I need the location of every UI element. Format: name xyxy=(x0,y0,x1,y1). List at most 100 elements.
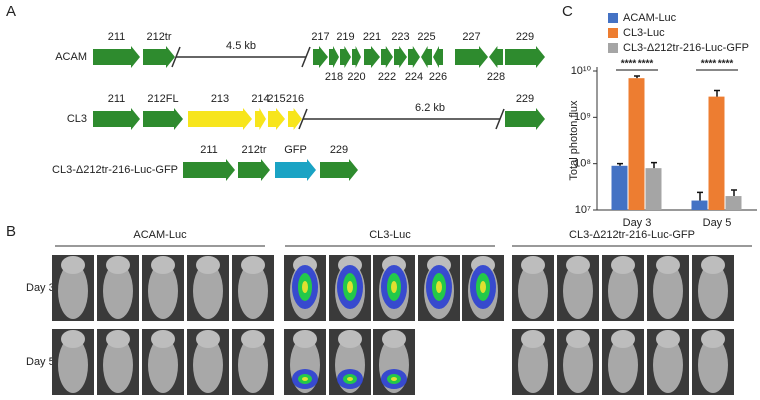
distance-label: 6.2 kb xyxy=(415,102,445,114)
mouse-body xyxy=(563,263,593,319)
mouse-head xyxy=(241,256,265,274)
gene-label: 219 xyxy=(336,31,354,43)
gene-label: 212tr xyxy=(146,31,171,43)
error-bar xyxy=(714,89,720,97)
gene-arrow xyxy=(93,108,140,130)
mouse-head xyxy=(611,330,635,348)
mouse-head xyxy=(611,256,635,274)
break-mark xyxy=(495,108,505,130)
gene-arrow xyxy=(183,159,235,181)
mouse-head xyxy=(106,256,130,274)
mouse-head xyxy=(701,256,725,274)
mouse-body xyxy=(608,337,638,393)
gene-arrow xyxy=(408,46,420,68)
error-bar xyxy=(651,161,657,169)
group-label: ACAM-Luc xyxy=(133,229,187,241)
legend-swatch xyxy=(608,13,618,23)
signal xyxy=(347,281,353,293)
mouse-body xyxy=(148,263,178,319)
row-label: CL3-Δ212tr-216-Luc-GFP xyxy=(52,164,178,176)
error-bar xyxy=(617,162,623,166)
gene-label: 220 xyxy=(347,71,365,83)
panel-label: C xyxy=(562,3,573,20)
mouse-head xyxy=(656,330,680,348)
mouse-head xyxy=(241,330,265,348)
gene-label: 211 xyxy=(200,144,218,156)
mouse-head xyxy=(151,256,175,274)
gene-arrow xyxy=(275,159,316,181)
gene-label: 229 xyxy=(516,93,534,105)
gene-label: 214 xyxy=(251,93,269,105)
gene-label: GFP xyxy=(284,144,307,156)
mouse-body xyxy=(608,263,638,319)
distance-label: 4.5 kb xyxy=(226,40,256,52)
mouse-head xyxy=(382,330,406,348)
gene-arrow xyxy=(329,46,339,68)
mouse-head xyxy=(61,330,85,348)
error-bar xyxy=(697,191,703,201)
gene-label: 224 xyxy=(405,71,423,83)
y-tick-label: 10¹⁰ xyxy=(571,65,592,77)
significance-label: **** xyxy=(701,59,717,70)
gene-label: 211 xyxy=(108,93,126,105)
error-bar xyxy=(731,189,737,197)
y-tick-label: 10⁷ xyxy=(575,204,591,216)
gene-arrow xyxy=(188,108,252,130)
signal xyxy=(480,281,486,293)
group-label: CL3-Luc xyxy=(369,229,411,241)
gene-label: 213 xyxy=(211,93,229,105)
gene-label: 222 xyxy=(378,71,396,83)
gene-label: 225 xyxy=(417,31,435,43)
gene-label: 226 xyxy=(429,71,447,83)
gene-label: 212FL xyxy=(147,93,178,105)
y-axis-label: Total photon flux xyxy=(568,100,580,181)
gene-arrow xyxy=(255,108,266,130)
gene-arrow xyxy=(381,46,393,68)
bar xyxy=(645,168,662,210)
gene-arrow xyxy=(340,46,351,68)
mouse-body xyxy=(58,337,88,393)
signal xyxy=(391,281,397,293)
gene-arrow xyxy=(288,108,302,130)
bar xyxy=(725,196,742,210)
mouse-head xyxy=(521,330,545,348)
mouse-head xyxy=(338,330,362,348)
day-label: Day 5 xyxy=(26,356,55,368)
gene-arrow xyxy=(93,46,140,68)
gene-label: 211 xyxy=(108,31,126,43)
mouse-head xyxy=(151,330,175,348)
gene-label: 229 xyxy=(516,31,534,43)
legend-label: CL3-Δ212tr-216-Luc-GFP xyxy=(623,42,749,54)
mouse-body xyxy=(238,337,268,393)
gene-arrow xyxy=(352,46,361,68)
break-mark xyxy=(171,46,181,68)
panel-label: B xyxy=(6,223,16,240)
signal xyxy=(347,377,353,381)
signal xyxy=(302,281,308,293)
y-tick-label: 10⁹ xyxy=(574,111,591,123)
gene-arrow xyxy=(489,46,503,68)
gene-arrow xyxy=(143,46,175,68)
mouse-head xyxy=(566,256,590,274)
significance-label: **** xyxy=(621,59,637,70)
gene-arrow xyxy=(320,159,358,181)
mouse-head xyxy=(701,330,725,348)
mouse-body xyxy=(653,263,683,319)
gene-arrow xyxy=(238,159,270,181)
mouse-body xyxy=(58,263,88,319)
mouse-head xyxy=(106,330,130,348)
legend-swatch xyxy=(608,43,618,53)
mouse-head xyxy=(566,330,590,348)
signal xyxy=(302,377,308,381)
mouse-body xyxy=(103,337,133,393)
gene-arrow xyxy=(143,108,183,130)
gene-label: 215 xyxy=(267,93,285,105)
x-tick-label: Day 3 xyxy=(623,217,652,229)
gene-label: 227 xyxy=(462,31,480,43)
panel-label: A xyxy=(6,3,16,20)
gene-label: 212tr xyxy=(241,144,266,156)
group-label: CL3-Δ212tr-216-Luc-GFP xyxy=(569,229,695,241)
gene-arrow xyxy=(313,46,328,68)
day-label: Day 3 xyxy=(26,282,55,294)
